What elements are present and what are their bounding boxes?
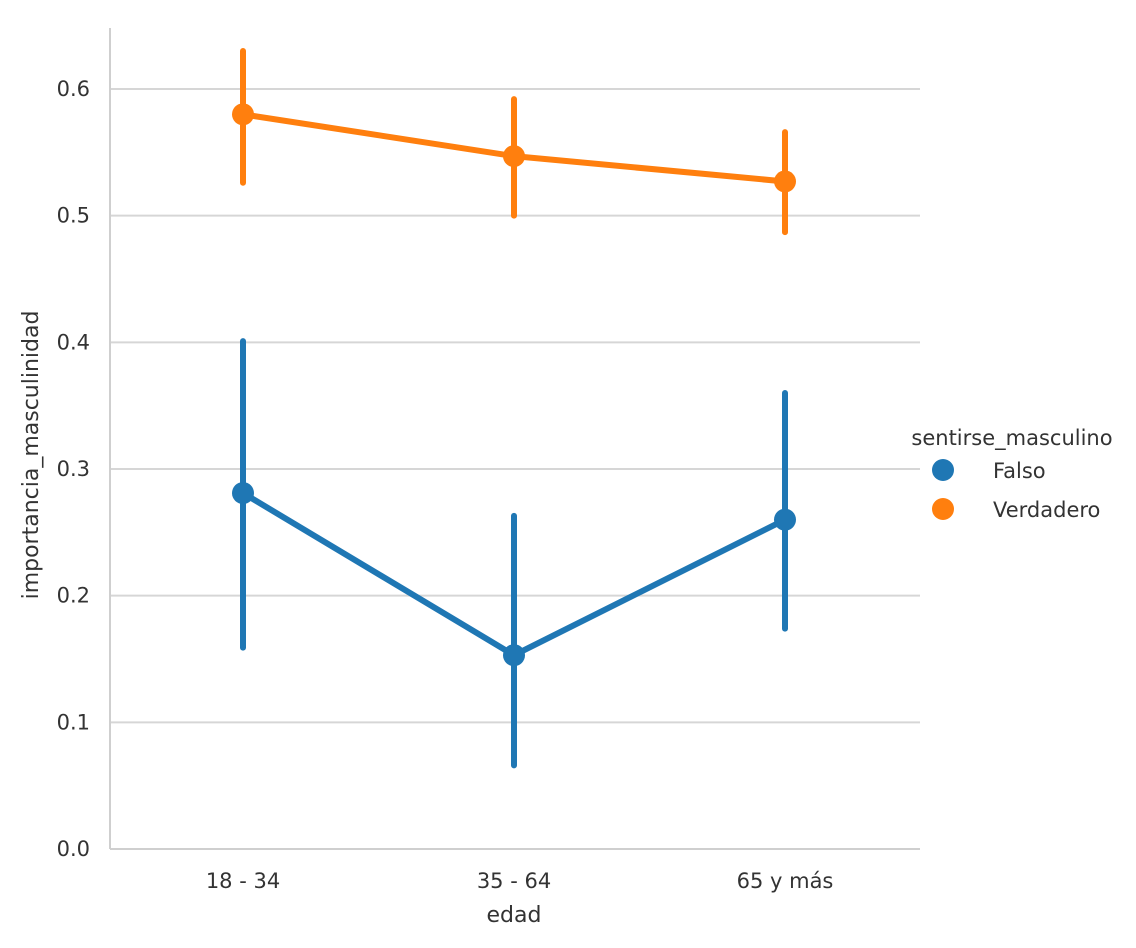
y-tick-label: 0.4	[57, 330, 90, 354]
y-tick-label: 0.1	[57, 710, 90, 734]
legend-label-falso: Falso	[993, 459, 1046, 483]
data-point	[232, 482, 254, 505]
y-tick-label: 0.6	[57, 77, 90, 101]
legend: sentirse_masculino Falso Verdadero	[911, 426, 1112, 522]
x-tick-label: 65 y más	[737, 869, 834, 893]
axes: 0.0 0.1 0.2 0.3 0.4 0.5 0.6 18 - 34 35 - 64 65 y …	[57, 28, 920, 893]
data-point	[774, 170, 796, 193]
data-point	[774, 508, 796, 531]
series-falso	[232, 338, 796, 769]
data-point	[232, 103, 254, 126]
legend-title: sentirse_masculino	[911, 426, 1112, 451]
legend-marker-falso	[932, 459, 954, 481]
series-verdadero	[232, 48, 796, 236]
data-point	[503, 145, 525, 168]
legend-label-verdadero: Verdadero	[993, 498, 1100, 522]
x-axis-label: edad	[487, 903, 542, 928]
y-tick-label: 0.2	[57, 584, 90, 608]
x-tick-label: 35 - 64	[477, 869, 551, 893]
legend-marker-verdadero	[932, 498, 954, 520]
y-tick-label: 0.5	[57, 204, 90, 228]
y-tick-label: 0.3	[57, 457, 90, 481]
y-tick-label: 0.0	[57, 837, 90, 861]
x-tick-label: 18 - 34	[206, 869, 280, 893]
y-axis-label: importancia_masculinidad	[19, 311, 44, 600]
series	[232, 48, 796, 769]
data-point	[503, 644, 525, 667]
